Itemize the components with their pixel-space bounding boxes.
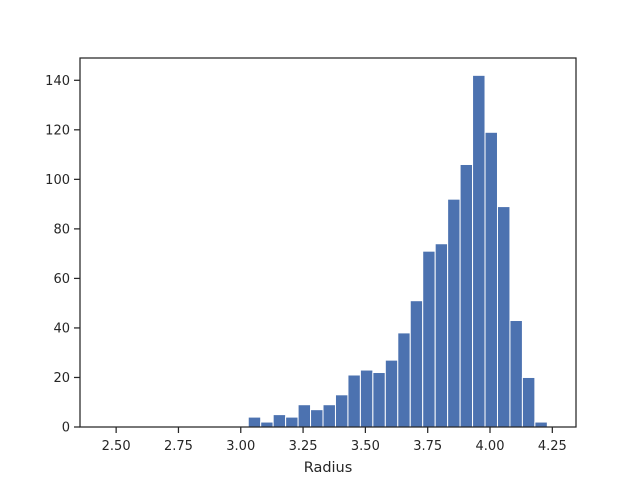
x-tick-label: 4.00 [476,439,505,454]
histogram-bar-18 [472,74,486,428]
histogram-bar-21 [509,320,523,428]
y-axis-ticks: 0 20 40 60 80 100 120 140 [45,74,80,436]
x-tick-label: 3.75 [413,439,442,454]
y-tick-label: 20 [53,371,70,386]
plot-frame [79,57,577,428]
histogram-bar-22 [521,376,536,428]
histogram-bar-0 [247,416,262,428]
histogram-bar-11 [384,359,399,428]
y-tick-label: 140 [45,74,70,89]
histogram-bar-2 [272,414,287,428]
histogram-bar-23 [534,421,548,428]
histogram-bar-4 [297,404,312,428]
histogram-bar-12 [397,332,411,428]
y-tick-label: 60 [53,272,70,287]
histogram-bar-13 [409,300,424,428]
histogram-bar-17 [459,163,474,428]
histogram-bar-9 [359,369,374,428]
histogram-bar-20 [496,206,511,428]
y-tick-label: 40 [53,321,70,336]
bars-group [247,74,548,428]
histogram-bar-5 [310,409,324,428]
x-tick-label: 4.25 [538,439,567,454]
histogram-bar-19 [484,131,498,428]
histogram-bar-8 [347,374,361,428]
histogram-bar-10 [372,372,386,428]
x-tick-label: 3.00 [226,439,255,454]
x-tick-label: 3.50 [351,439,380,454]
y-tick-label: 120 [45,123,70,138]
histogram-bar-15 [434,243,449,428]
y-tick-label: 80 [53,222,70,237]
histogram-bar-1 [260,421,274,428]
histogram-bar-7 [334,394,349,428]
histogram-bar-6 [322,404,336,428]
histogram-bar-3 [285,416,299,428]
x-axis-label: Radius [304,460,353,476]
y-tick-label: 0 [62,421,70,436]
x-axis-ticks: 2.50 2.75 3.00 3.25 3.50 3.75 4.00 4.25 [102,427,567,454]
x-tick-label: 2.75 [164,439,193,454]
x-tick-label: 3.25 [289,439,318,454]
histogram-bar-14 [422,250,436,428]
x-tick-label: 2.50 [102,439,131,454]
y-tick-label: 100 [45,173,70,188]
histogram-bar-16 [447,198,461,428]
